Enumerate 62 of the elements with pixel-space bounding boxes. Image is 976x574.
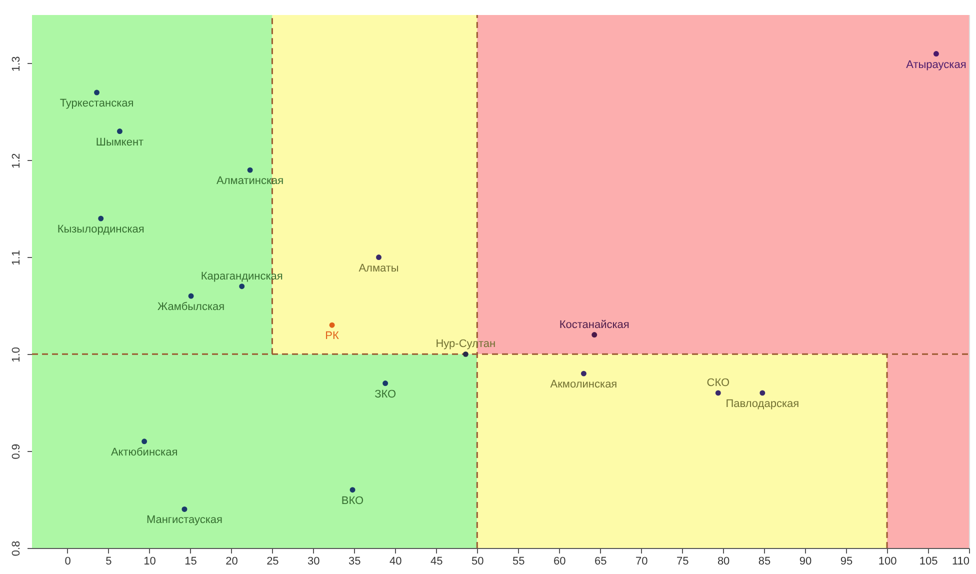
series-label: Алматы xyxy=(358,262,399,274)
point xyxy=(247,167,253,173)
series-label: РК xyxy=(325,330,340,342)
series-label: ВКО xyxy=(341,494,364,507)
y-tick-label: 1.3 xyxy=(10,56,22,72)
x-tick-label: 25 xyxy=(266,556,279,568)
x-tick-label: 50 xyxy=(472,556,484,568)
series-label: Актюбинская xyxy=(110,446,178,458)
y-tick-label: 1.1 xyxy=(10,250,22,266)
point xyxy=(376,254,382,260)
point xyxy=(182,506,188,512)
x-tick-label: 5 xyxy=(106,556,112,568)
point xyxy=(592,332,598,338)
point xyxy=(188,293,194,299)
series-label: ЗКО xyxy=(374,388,397,400)
point xyxy=(142,438,148,444)
x-tick-label: 20 xyxy=(226,556,238,568)
point xyxy=(382,380,388,386)
point xyxy=(329,322,335,328)
y-tick-label: 1.2 xyxy=(10,153,22,169)
point xyxy=(239,284,245,290)
x-tick-label: 40 xyxy=(390,556,402,568)
point xyxy=(94,90,100,96)
series-label: Атырауская xyxy=(906,58,966,71)
series-label: СКО xyxy=(706,376,730,389)
series-label: Кызылординская xyxy=(57,224,144,236)
x-tick-label: 35 xyxy=(348,556,361,568)
series-label: Шымкент xyxy=(96,136,144,148)
x-tick-label: 60 xyxy=(553,556,566,568)
y-tick-label: 1.0 xyxy=(10,347,22,362)
x-tick-label: 30 xyxy=(308,556,320,568)
x-tick-label: 110 xyxy=(952,556,970,568)
point xyxy=(933,51,939,56)
x-tick-label: 80 xyxy=(717,556,730,568)
series-label: Туркестанская xyxy=(60,98,134,110)
x-tick-label: 85 xyxy=(758,556,771,568)
y-tick-label: 0.9 xyxy=(10,444,22,460)
point xyxy=(760,390,766,396)
x-tick-label: 0 xyxy=(64,556,71,568)
x-tick-label: 45 xyxy=(430,556,443,568)
point xyxy=(580,370,586,376)
x-tick-label: 55 xyxy=(512,556,525,568)
series-label: Жамбылская xyxy=(157,301,225,314)
x-tick-label: 65 xyxy=(594,556,607,568)
x-tick-label: 10 xyxy=(144,556,156,568)
point xyxy=(462,351,468,357)
x-tick-label: 95 xyxy=(840,556,853,568)
x-tick-label: 15 xyxy=(184,556,197,568)
point xyxy=(116,128,122,134)
point xyxy=(715,390,721,396)
x-tick-label: 90 xyxy=(799,556,812,568)
series-label: Павлодарская xyxy=(726,398,800,410)
x-tick-label: 70 xyxy=(635,556,648,568)
point xyxy=(98,216,104,222)
series-label: Мангистауская xyxy=(146,514,223,526)
series-label: Костанайская xyxy=(559,318,630,331)
y-tick-label: 0.8 xyxy=(10,540,22,556)
series-label: Акмолинская xyxy=(550,378,618,391)
x-tick-label: 75 xyxy=(676,556,689,568)
point xyxy=(350,487,356,493)
x-tick-label: 100 xyxy=(878,556,897,568)
x-tick-label: 105 xyxy=(919,556,938,568)
